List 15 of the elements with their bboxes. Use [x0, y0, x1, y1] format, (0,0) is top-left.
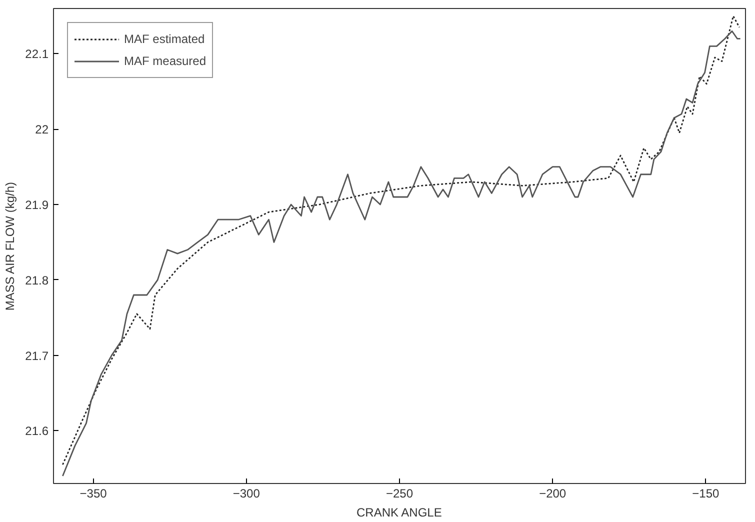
x-tick-label: −250: [386, 486, 414, 500]
y-tick-label: 21.7: [25, 348, 49, 363]
x-axis-title: CRANK ANGLE: [356, 506, 442, 520]
legend-label: MAF estimated: [124, 32, 205, 46]
x-tick-label: −300: [232, 486, 260, 500]
y-tick-label: 21.8: [25, 273, 49, 288]
y-tick-label: 21.6: [25, 424, 49, 438]
y-axis-title: MASS AIR FLOW (kg/h): [3, 182, 18, 311]
x-tick-label: −200: [539, 486, 566, 500]
x-tick-label: −150: [692, 486, 720, 500]
y-tick-label: 21.9: [25, 198, 49, 212]
y-tick-label: 22.1: [25, 47, 49, 62]
legend-label: MAF measured: [124, 54, 206, 68]
y-tick-label: 22: [35, 122, 49, 137]
x-tick-label: −350: [80, 486, 108, 500]
